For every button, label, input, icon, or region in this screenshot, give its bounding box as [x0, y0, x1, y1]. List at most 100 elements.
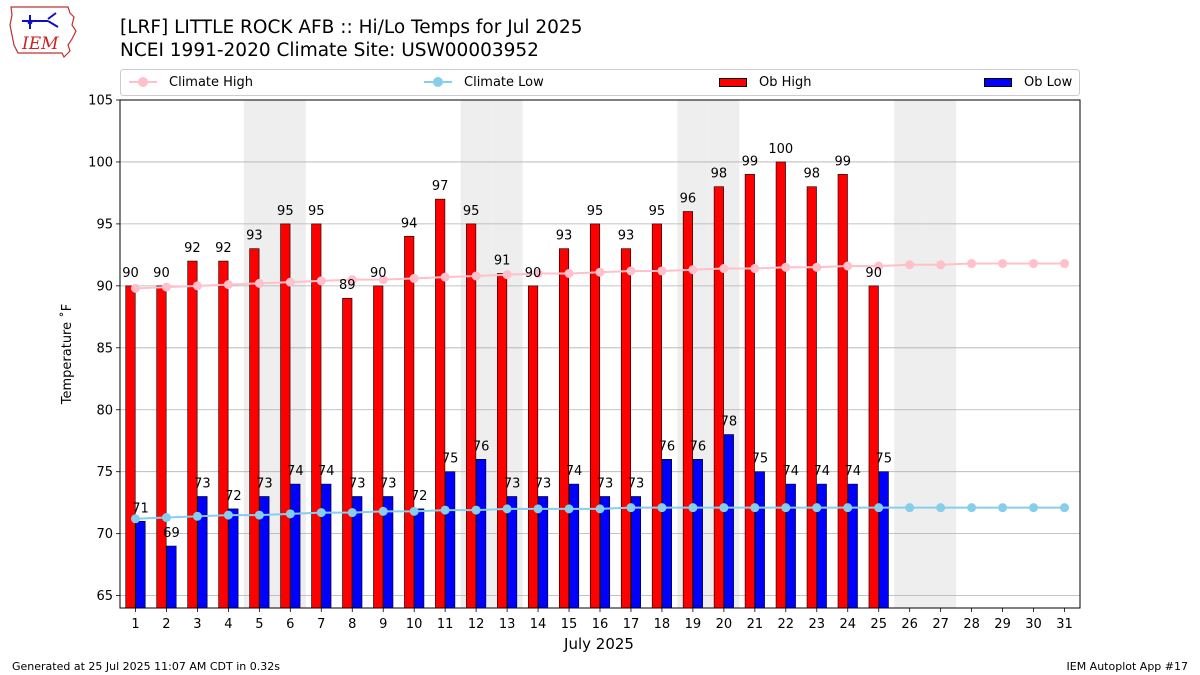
climate-low-marker-day-14 [533, 504, 543, 514]
ob-low-value-label: 74 [844, 464, 861, 479]
legend-line-climate-high [129, 77, 157, 87]
ob-low-value-label: 76 [690, 439, 707, 454]
climate-low-marker-day-6 [285, 509, 295, 519]
climate-high-marker-day-23 [812, 262, 822, 272]
legend-line-climate-low [424, 77, 452, 87]
climate-high-marker-day-8 [347, 275, 357, 285]
climate-low-marker-day-16 [595, 504, 605, 514]
climate-low-marker-day-9 [378, 506, 388, 516]
footer-app-id: IEM Autoplot App #17 [1066, 660, 1189, 673]
ob-high-bar-day-25 [868, 285, 879, 609]
ob-low-bar-day-14 [538, 496, 549, 609]
x-tick-label: 13 [499, 617, 516, 632]
ob-high-value-label: 98 [711, 167, 728, 182]
y-tick-label: 85 [96, 341, 113, 356]
climate-low-marker-day-29 [998, 503, 1008, 513]
climate-high-marker-day-11 [440, 272, 450, 282]
ob-high-value-label: 93 [556, 229, 573, 244]
ob-low-value-label: 73 [597, 476, 614, 491]
ob-low-value-label: 74 [287, 464, 304, 479]
x-tick-label: 19 [685, 617, 702, 632]
ob-low-value-label: 72 [411, 489, 428, 504]
ob-high-value-label: 99 [742, 154, 759, 169]
climate-high-marker-day-28 [967, 259, 977, 269]
x-tick-label: 11 [437, 617, 454, 632]
ob-low-bar-day-19 [692, 459, 703, 609]
climate-low-marker-day-7 [316, 508, 326, 518]
climate-low-marker-day-11 [440, 505, 450, 515]
climate-high-marker-day-25 [874, 261, 884, 271]
climate-low-marker-day-26 [905, 503, 915, 513]
climate-high-marker-day-9 [378, 275, 388, 285]
climate-low-marker-day-24 [843, 503, 853, 513]
ob-high-bar-day-13 [497, 273, 508, 609]
climate-low-marker-day-4 [223, 510, 233, 520]
ob-low-value-label: 73 [194, 476, 211, 491]
climate-low-marker-day-3 [192, 511, 202, 521]
legend-label-climate-low: Climate Low [464, 74, 544, 90]
climate-high-marker-day-19 [688, 265, 698, 275]
ob-low-value-label: 73 [535, 476, 552, 491]
climate-low-marker-day-10 [409, 506, 419, 516]
climate-high-marker-day-5 [254, 278, 264, 288]
ob-high-bar-day-24 [837, 174, 848, 609]
ob-high-value-label: 93 [246, 229, 263, 244]
climate-high-marker-day-29 [998, 259, 1008, 269]
ob-high-bar-day-5 [249, 248, 260, 609]
ob-low-value-label: 73 [504, 476, 521, 491]
climate-high-marker-day-13 [502, 270, 512, 280]
climate-high-marker-day-18 [657, 266, 667, 276]
climate-high-marker-day-30 [1029, 259, 1039, 269]
ob-low-value-label: 72 [225, 489, 242, 504]
ob-high-bar-day-3 [187, 260, 198, 609]
ob-high-bar-day-11 [435, 198, 446, 609]
y-tick-label: 65 [96, 589, 113, 604]
x-tick-label: 22 [778, 617, 795, 632]
y-tick-label: 80 [96, 403, 113, 418]
x-tick-label: 7 [317, 617, 325, 632]
climate-low-marker-day-21 [750, 503, 760, 513]
legend-patch-ob-low [984, 77, 1012, 87]
climate-low-marker-day-1 [130, 514, 140, 524]
ob-high-value-label: 89 [339, 278, 356, 293]
ob-low-value-label: 78 [721, 415, 738, 430]
x-tick-label: 12 [468, 617, 485, 632]
climate-low-marker-day-12 [471, 505, 481, 515]
ob-low-bar-day-25 [878, 471, 889, 609]
x-tick-label: 30 [1025, 617, 1042, 632]
ob-low-value-label: 74 [566, 464, 583, 479]
ob-low-bar-day-11 [445, 471, 456, 609]
x-tick-label: 4 [224, 617, 232, 632]
climate-low-marker-day-25 [874, 503, 884, 513]
x-tick-label: 21 [747, 617, 764, 632]
climate-high-marker-day-21 [750, 264, 760, 274]
y-tick-label: 95 [96, 217, 113, 232]
logo-text: IEM [21, 34, 59, 54]
climate-low-marker-day-27 [936, 503, 946, 513]
ob-low-bar-day-6 [290, 483, 301, 609]
x-tick-label: 29 [994, 617, 1011, 632]
climate-high-marker-day-24 [843, 261, 853, 271]
ob-low-bar-day-21 [754, 471, 765, 609]
x-tick-label: 25 [870, 617, 887, 632]
legend-item-climate-high: Climate High [129, 73, 253, 91]
legend-marker-climate-high [138, 77, 148, 87]
x-axis-label: July 2025 [563, 635, 634, 653]
ob-high-bar-day-1 [125, 285, 136, 609]
ob-high-value-label: 93 [618, 229, 635, 244]
ob-high-bar-day-18 [651, 223, 662, 609]
ob-high-value-label: 95 [649, 204, 666, 219]
climate-high-marker-day-6 [285, 277, 295, 287]
ob-high-bar-day-15 [558, 248, 570, 609]
ob-low-bar-day-20 [723, 434, 734, 609]
climate-high-marker-day-1 [130, 283, 140, 293]
ob-high-value-label: 98 [804, 167, 821, 182]
climate-low-marker-day-5 [254, 510, 264, 520]
ob-low-value-label: 74 [318, 464, 335, 479]
climate-high-marker-day-22 [781, 262, 791, 272]
ob-high-value-label: 94 [401, 216, 418, 231]
x-tick-label: 9 [379, 617, 387, 632]
ob-low-value-label: 76 [659, 439, 676, 454]
